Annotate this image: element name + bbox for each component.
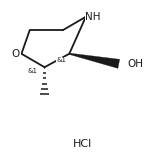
Text: NH: NH [85,12,101,22]
Polygon shape [69,53,120,68]
Text: &1: &1 [57,57,67,64]
Text: &1: &1 [27,68,37,74]
Text: O: O [12,49,20,59]
Text: OH: OH [127,59,143,69]
Text: HCl: HCl [73,139,92,150]
